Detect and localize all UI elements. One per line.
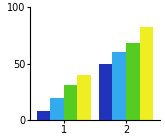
Bar (64, 85, 78, 120)
Bar (78, 75, 91, 120)
Bar (126, 43, 140, 120)
Bar (140, 27, 153, 120)
Bar (36, 111, 50, 120)
Bar (50, 98, 64, 120)
Bar (99, 64, 112, 120)
Bar (112, 52, 126, 120)
